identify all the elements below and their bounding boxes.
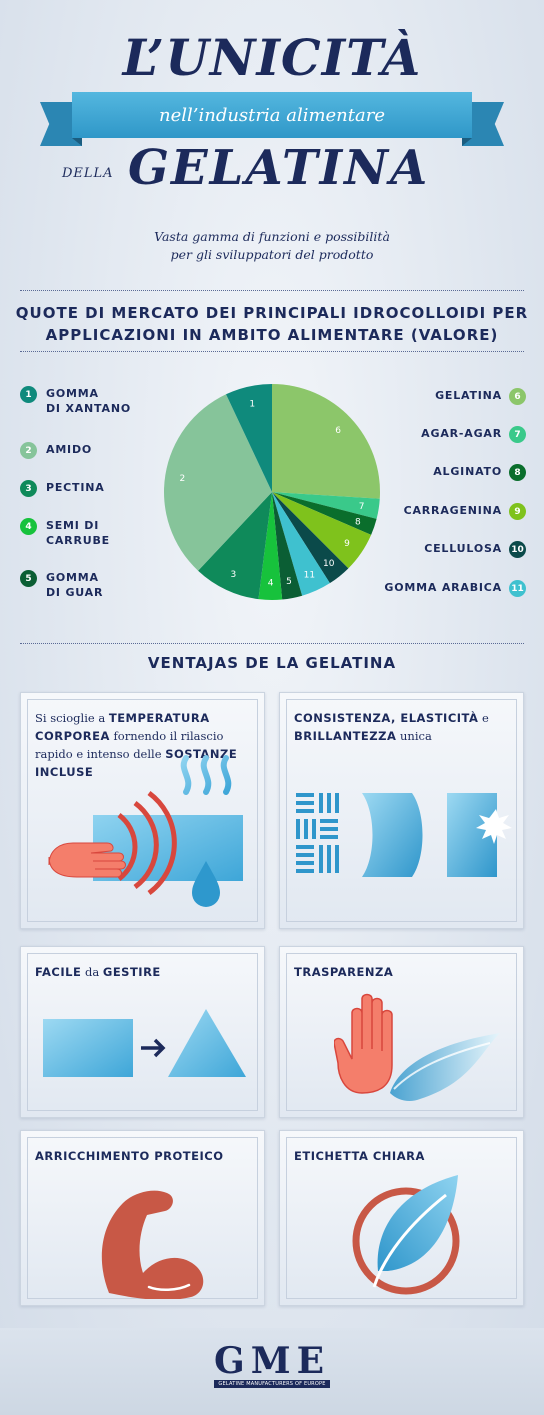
- hand-transparent-sheet-icon: [334, 993, 500, 1101]
- legend-label: PECTINA: [46, 481, 105, 494]
- card-clean-label: ETICHETTA CHIARA: [279, 1130, 524, 1306]
- ribbon-main: nell’industria alimentare: [72, 92, 472, 138]
- pie-label-8: 8: [355, 517, 361, 527]
- legend-item-11: GOMMA ARABICA 11: [384, 580, 526, 597]
- melting-hand-icon: [48, 755, 243, 907]
- legend-dot: 8: [509, 464, 526, 481]
- legend-dot: 5: [20, 570, 37, 587]
- legend-label: GOMMA: [46, 571, 99, 584]
- legend-label: CELLULOSA: [424, 542, 502, 555]
- pie-label-7: 7: [359, 502, 365, 512]
- legend-dot: 1: [20, 386, 37, 403]
- pie-label-4: 4: [268, 579, 274, 589]
- pie-slice-9: [272, 492, 372, 569]
- legend-item-7: AGAR-AGAR 7: [421, 426, 526, 443]
- legend-label: AGAR-AGAR: [421, 427, 502, 440]
- legend-label: DI GUAR: [46, 586, 104, 599]
- legend-dot: 6: [509, 388, 526, 405]
- card-text: TRASPARENZA: [294, 965, 394, 979]
- gme-tagline: GELATINE MANUFACTURERS OF EUROPE: [214, 1380, 330, 1388]
- card-consistency: CONSISTENZA, ELASTICITÀ e BRILLANTEZZA u…: [279, 692, 524, 929]
- legend-label: GELATINA: [435, 389, 502, 402]
- pie-chart: 6 7 8 9 10 11 5 4 3 2 1: [164, 384, 380, 600]
- card-protein: ARRICCHIMENTO PROTEICO: [20, 1130, 265, 1306]
- legend-item-2: 2 AMIDO: [20, 442, 92, 459]
- card-text: Si scioglie a TEMPERATURA CORPOREA forne…: [35, 711, 238, 779]
- pie-label-5: 5: [286, 577, 292, 587]
- legend-dot: 7: [509, 426, 526, 443]
- legend-item-9: CARRAGENINA 9: [404, 503, 526, 520]
- legend-item-8: ALGINATO 8: [433, 464, 526, 481]
- divider: [20, 290, 524, 291]
- footer-bar: [0, 1328, 544, 1415]
- legend-dot: 3: [20, 480, 37, 497]
- pie-slice-8: [272, 492, 377, 535]
- legend-dot: 10: [509, 541, 526, 558]
- pie-label-10: 10: [323, 559, 335, 569]
- market-title-line-1: QUOTE DI MERCATO DEI PRINCIPALI IDROCOLL…: [15, 304, 529, 322]
- legend-item-3: 3 PECTINA: [20, 480, 105, 497]
- square-to-triangle-icon: [43, 1009, 246, 1077]
- legend-label: GOMMA: [46, 387, 99, 400]
- pie-slice-1: [226, 384, 272, 492]
- legend-dot: 4: [20, 518, 37, 535]
- pie-slice-6: [272, 384, 380, 499]
- card-text: CONSISTENZA, ELASTICITÀ e BRILLANTEZZA u…: [294, 711, 489, 743]
- subtitle-line-2: per gli sviluppatori del prodotto: [170, 247, 374, 262]
- pie-slice-10: [272, 492, 349, 584]
- market-title-line-2: APPLICAZIONI IN AMBITO ALIMENTARE (VALOR…: [45, 326, 499, 344]
- legend-dot: 2: [20, 442, 37, 459]
- advantages-title: VENTAJAS DE LA GELATINA: [147, 654, 397, 672]
- gme-logo: GME: [213, 1340, 331, 1382]
- della-label: DELLA: [62, 166, 114, 181]
- pie-label-1: 1: [249, 399, 255, 409]
- legend-item-1: 1 GOMMA DI XANTANO: [20, 386, 131, 416]
- subtitle: Vasta gamma di funzioni e possibilità pe…: [0, 228, 544, 264]
- pie-label-2: 2: [180, 474, 186, 484]
- card-easy-handling: FACILE da GESTIRE: [20, 946, 265, 1118]
- pie-slice-3: [198, 492, 272, 600]
- legend-label: AMIDO: [46, 443, 93, 456]
- legend-dot: 9: [509, 503, 526, 520]
- pie-label-3: 3: [231, 570, 237, 580]
- flexed-arm-icon: [101, 1190, 204, 1299]
- pie-slice-5: [272, 492, 303, 600]
- card-body-temperature: Si scioglie a TEMPERATURA CORPOREA forne…: [20, 692, 265, 929]
- legend-label: SEMI DI: [46, 519, 100, 532]
- divider: [20, 643, 524, 644]
- pie-label-11: 11: [304, 571, 315, 581]
- ribbon-fold-left: [72, 138, 82, 146]
- pie-slice-2: [164, 394, 272, 571]
- card-transparency: TRASPARENZA: [279, 946, 524, 1118]
- legend-dot: 11: [509, 580, 526, 597]
- market-title: QUOTE DI MERCATO DEI PRINCIPALI IDROCOLL…: [0, 302, 544, 346]
- card-text: ARRICCHIMENTO PROTEICO: [35, 1149, 224, 1163]
- pie-label-9: 9: [344, 539, 350, 549]
- card-text: FACILE da GESTIRE: [35, 965, 161, 979]
- legend-item-6: GELATINA 6: [435, 388, 526, 405]
- leaf-circle-icon: [352, 1175, 460, 1295]
- pie-slice-7: [272, 492, 380, 519]
- pie-slice-11: [272, 492, 330, 596]
- pie-label-6: 6: [335, 426, 341, 436]
- legend-item-5: 5 GOMMA DI GUAR: [20, 570, 103, 600]
- card-text: ETICHETTA CHIARA: [294, 1149, 425, 1163]
- ribbon-banner: nell’industria alimentare: [40, 92, 504, 150]
- ribbon-text: nell’industria alimentare: [158, 104, 385, 126]
- legend-item-10: CELLULOSA 10: [424, 541, 526, 558]
- subtitle-line-1: Vasta gamma di funzioni e possibilità: [154, 229, 390, 244]
- legend-item-4: 4 SEMI DI CARRUBE: [20, 518, 110, 548]
- legend-label: CARRUBE: [46, 534, 110, 547]
- legend-label: CARRAGENINA: [403, 504, 502, 517]
- legend-label: ALGINATO: [433, 465, 502, 478]
- legend-label: DI XANTANO: [46, 402, 131, 415]
- legend-label: GOMMA ARABICA: [384, 581, 502, 594]
- ribbon-fold-right: [462, 138, 472, 146]
- title-top: L’UNICITÀ: [122, 28, 422, 87]
- texture-shapes-icon: [296, 793, 512, 877]
- divider: [20, 351, 524, 352]
- title-bottom: GELATINA: [128, 140, 430, 196]
- pie-slice-4: [258, 492, 283, 600]
